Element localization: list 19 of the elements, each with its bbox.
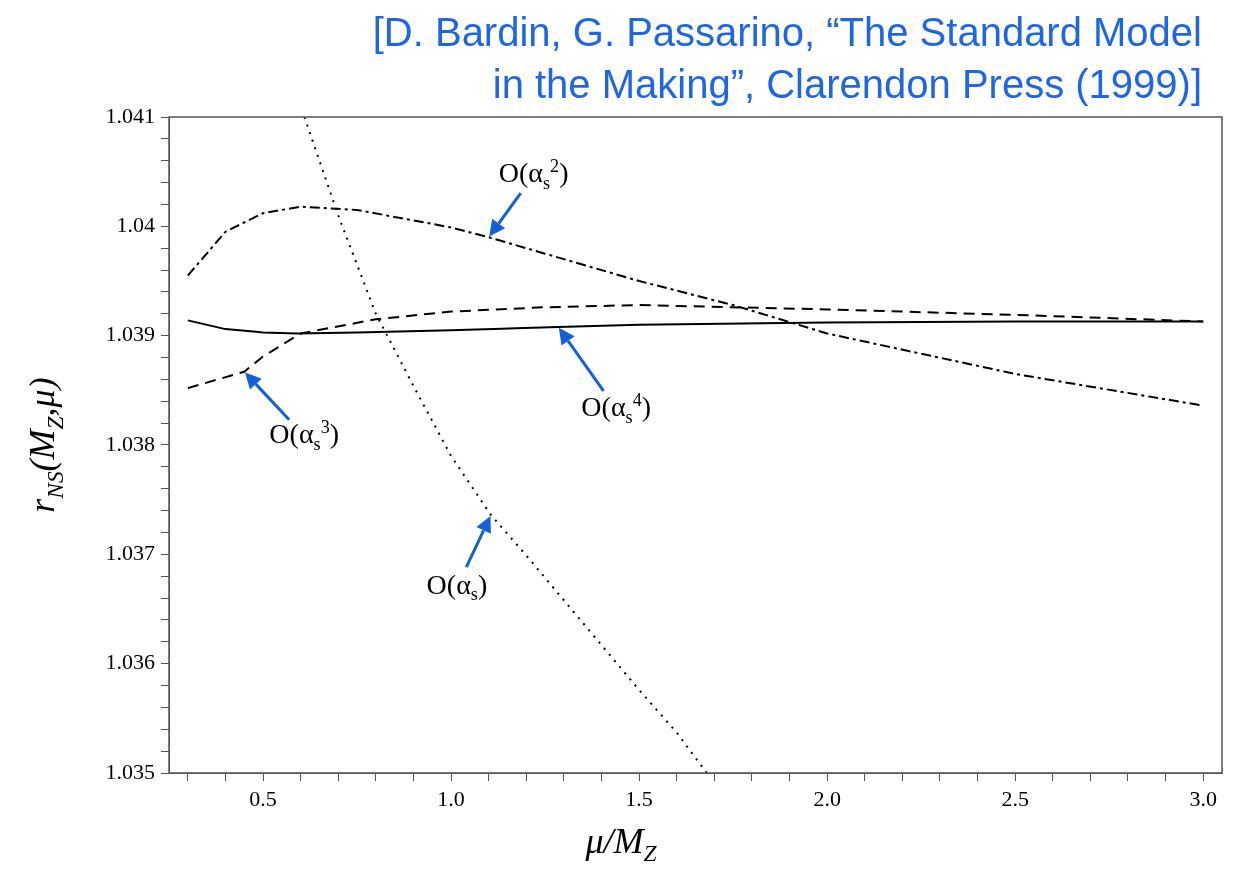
annotation: O(α$_{s}$) bbox=[426, 568, 488, 606]
x-tick-label: 1.5 bbox=[625, 785, 653, 811]
annotation: O(α$_{s}$$^{4}$) bbox=[581, 389, 652, 428]
y-tick-label: 1.04 bbox=[116, 212, 155, 238]
y-tick-label: 1.037 bbox=[105, 540, 155, 566]
x-tick-label: 0.5 bbox=[249, 785, 277, 811]
x-tick-label: 2.5 bbox=[1001, 785, 1029, 811]
x-tick-label: 2.0 bbox=[813, 785, 841, 811]
y-tick-label: 1.041 bbox=[105, 102, 155, 128]
x-tick-label: 1.0 bbox=[437, 785, 465, 811]
x-tick-label: 3.0 bbox=[1189, 785, 1217, 811]
annotation: O(α$_{s}$$^{2}$) bbox=[498, 156, 569, 195]
y-tick-label: 1.039 bbox=[105, 321, 155, 347]
x-axis-title: μ/M$_{Z}$ bbox=[584, 820, 658, 868]
y-tick-label: 1.038 bbox=[105, 430, 155, 456]
chart-title: [D. Bardin, G. Passarino, “The Standard Model in the Making”, Clarendon Press (1999)] bbox=[371, 9, 1202, 108]
annotation: O(α$_{s}$$^{3}$) bbox=[269, 416, 340, 455]
y-tick-label: 1.036 bbox=[105, 649, 155, 675]
y-tick-label: 1.035 bbox=[105, 758, 155, 784]
